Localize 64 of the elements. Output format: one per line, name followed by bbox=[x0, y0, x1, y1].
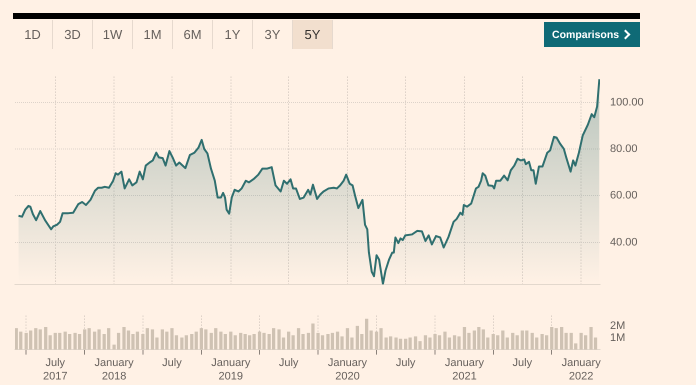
bar bbox=[457, 336, 461, 350]
bar bbox=[291, 335, 295, 350]
bar bbox=[97, 329, 101, 350]
x-tick-label: July 2017 bbox=[43, 357, 68, 382]
bar bbox=[336, 332, 340, 350]
bar bbox=[589, 326, 593, 350]
bar bbox=[272, 328, 276, 350]
x-tick-label: January 2020 bbox=[328, 357, 368, 382]
bar bbox=[326, 334, 330, 350]
bar bbox=[78, 334, 82, 350]
bar bbox=[252, 334, 256, 350]
y-tick-label: 2M bbox=[610, 320, 626, 332]
bar bbox=[560, 326, 564, 350]
y-tick-label: 60.00 bbox=[610, 190, 638, 202]
x-tick-label: January 2019 bbox=[211, 357, 251, 382]
text: 1Y bbox=[213, 20, 253, 49]
bar bbox=[170, 328, 174, 350]
y-tick-label: 40.00 bbox=[610, 236, 638, 248]
bar bbox=[462, 326, 466, 350]
bar bbox=[19, 332, 22, 350]
text: 3Y bbox=[253, 20, 293, 49]
bar bbox=[296, 328, 300, 350]
bar bbox=[452, 335, 456, 350]
x-tick-label: January 2022 bbox=[562, 357, 602, 382]
bar bbox=[287, 332, 290, 350]
bar bbox=[131, 334, 135, 350]
bar bbox=[428, 338, 432, 350]
x-tick-label: July bbox=[162, 357, 182, 370]
bar bbox=[150, 329, 154, 350]
bar bbox=[311, 323, 315, 350]
y-tick-label: 100.00 bbox=[610, 96, 644, 108]
text: 6M bbox=[173, 20, 213, 49]
bar bbox=[580, 332, 583, 350]
bar bbox=[116, 332, 120, 350]
bar bbox=[443, 332, 447, 350]
bar bbox=[584, 335, 588, 350]
bar bbox=[540, 334, 544, 350]
bar bbox=[346, 328, 350, 350]
x-tick-label: July bbox=[512, 357, 533, 370]
text: 1W bbox=[93, 20, 133, 49]
x-tick-label: January 2021 bbox=[444, 357, 485, 382]
y-tick-label: 1M bbox=[610, 332, 626, 344]
x-tick-label: July bbox=[396, 357, 416, 370]
bar bbox=[398, 338, 402, 350]
x-tick-label: July bbox=[278, 357, 299, 370]
bar bbox=[424, 335, 428, 350]
bar bbox=[330, 332, 334, 350]
text: 1M bbox=[133, 20, 173, 49]
text: Comparisons bbox=[552, 28, 620, 40]
x-tick-label: January 2018 bbox=[94, 357, 134, 382]
bar bbox=[404, 338, 408, 350]
bar bbox=[262, 332, 266, 350]
text: 5Y bbox=[293, 20, 333, 49]
bar bbox=[408, 338, 412, 350]
bar bbox=[379, 328, 383, 350]
bar bbox=[384, 338, 388, 350]
bar bbox=[388, 336, 392, 350]
bar bbox=[438, 335, 442, 350]
bar bbox=[320, 335, 324, 350]
y-tick-label: 80.00 bbox=[610, 143, 638, 156]
bar bbox=[126, 330, 130, 350]
text: 1D bbox=[13, 20, 53, 49]
text: 3D bbox=[53, 20, 93, 49]
bar bbox=[544, 335, 548, 350]
